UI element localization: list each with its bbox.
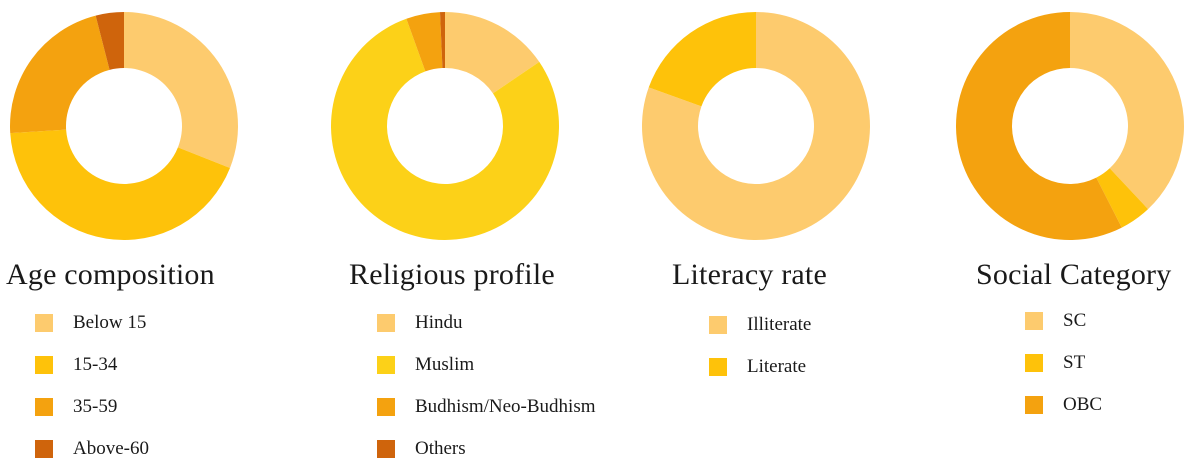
slice-illiterate [642,12,870,241]
social-category-panel: Social Category SC ST OBC [950,0,1192,465]
legend-label: Below 15 [73,312,147,333]
legend-swatch [1025,354,1043,372]
legend-swatch [709,358,727,376]
legend-item-obc: OBC [1025,394,1103,415]
legend-label: ST [1063,352,1086,373]
legend-label: Illiterate [747,314,812,335]
slice-others [439,12,445,69]
social-category-title: Social Category [976,258,1172,291]
legend-swatch [1025,396,1043,414]
slice-muslim [331,18,559,240]
legend-label: Others [415,438,466,459]
legend-item-35-59: 35-59 [35,396,149,417]
social-category-donut [956,12,1184,241]
legend-swatch [35,356,53,374]
religious-profile-title: Religious profile [349,258,555,291]
legend-item-st: ST [1025,352,1102,373]
legend-label: 15-34 [73,354,118,375]
legend-label: OBC [1063,394,1103,415]
legend-swatch [35,440,53,458]
legend-item-15-34: 15-34 [35,354,149,375]
age-composition-title: Age composition [6,258,215,291]
legend-swatch [35,314,53,332]
legend-label: Muslim [415,354,475,375]
legend-label: 35-59 [73,396,118,417]
social-category-legend: SC ST OBC [1025,310,1103,415]
slice-literate [648,12,756,107]
legend-item-above-60: Above-60 [35,438,149,459]
legend-item-others: Others [377,438,596,459]
slice-obc [956,12,1122,241]
slice-15-34 [10,129,230,240]
legend-label: Literate [747,356,807,377]
age-composition-donut [9,12,239,240]
legend-label: Above-60 [73,438,149,459]
legend-swatch [35,398,53,416]
legend-swatch [377,356,395,374]
slice-below-15 [124,12,239,168]
legend-item-below-15: Below 15 [35,312,149,333]
slice-above-60 [95,12,124,70]
slice-hindu [445,12,540,94]
legend-label: Hindu [415,312,463,333]
legend-item-muslim: Muslim [377,354,596,375]
slice-budhism-neo-budhism [406,12,443,72]
literacy-rate-title: Literacy rate [672,258,827,291]
legend-swatch [377,440,395,458]
religious-profile-donut [331,12,559,240]
legend-item-budhism-neo-budhism: Budhism/Neo-Budhism [377,396,596,417]
age-composition-panel: Age composition Below 15 15-34 35-59 Above-… [0,0,290,465]
literacy-rate-legend: Illiterate Literate [709,314,812,377]
legend-item-illiterate: Illiterate [709,314,812,335]
religious-profile-legend: Hindu Muslim Budhism/Neo-Budhism Others [377,312,596,459]
legend-label: Budhism/Neo-Budhism [415,396,596,417]
literacy-rate-donut [642,12,870,241]
legend-swatch [1025,312,1043,330]
slice-35-59 [9,15,110,134]
legend-label: SC [1063,310,1087,331]
legend-swatch [709,316,727,334]
legend-swatch [377,398,395,416]
age-composition-legend: Below 15 15-34 35-59 Above-60 [35,312,149,459]
legend-item-literate: Literate [709,356,811,377]
legend-swatch [377,314,395,332]
slice-st [1096,168,1149,228]
legend-item-hindu: Hindu [377,312,596,333]
slice-sc [1070,12,1184,210]
literacy-rate-panel: Literacy rate Illiterate Literate [636,0,926,465]
religious-profile-panel: Religious profile Hindu Muslim Budhism/Neo… [325,0,615,465]
legend-item-sc: SC [1025,310,1102,331]
